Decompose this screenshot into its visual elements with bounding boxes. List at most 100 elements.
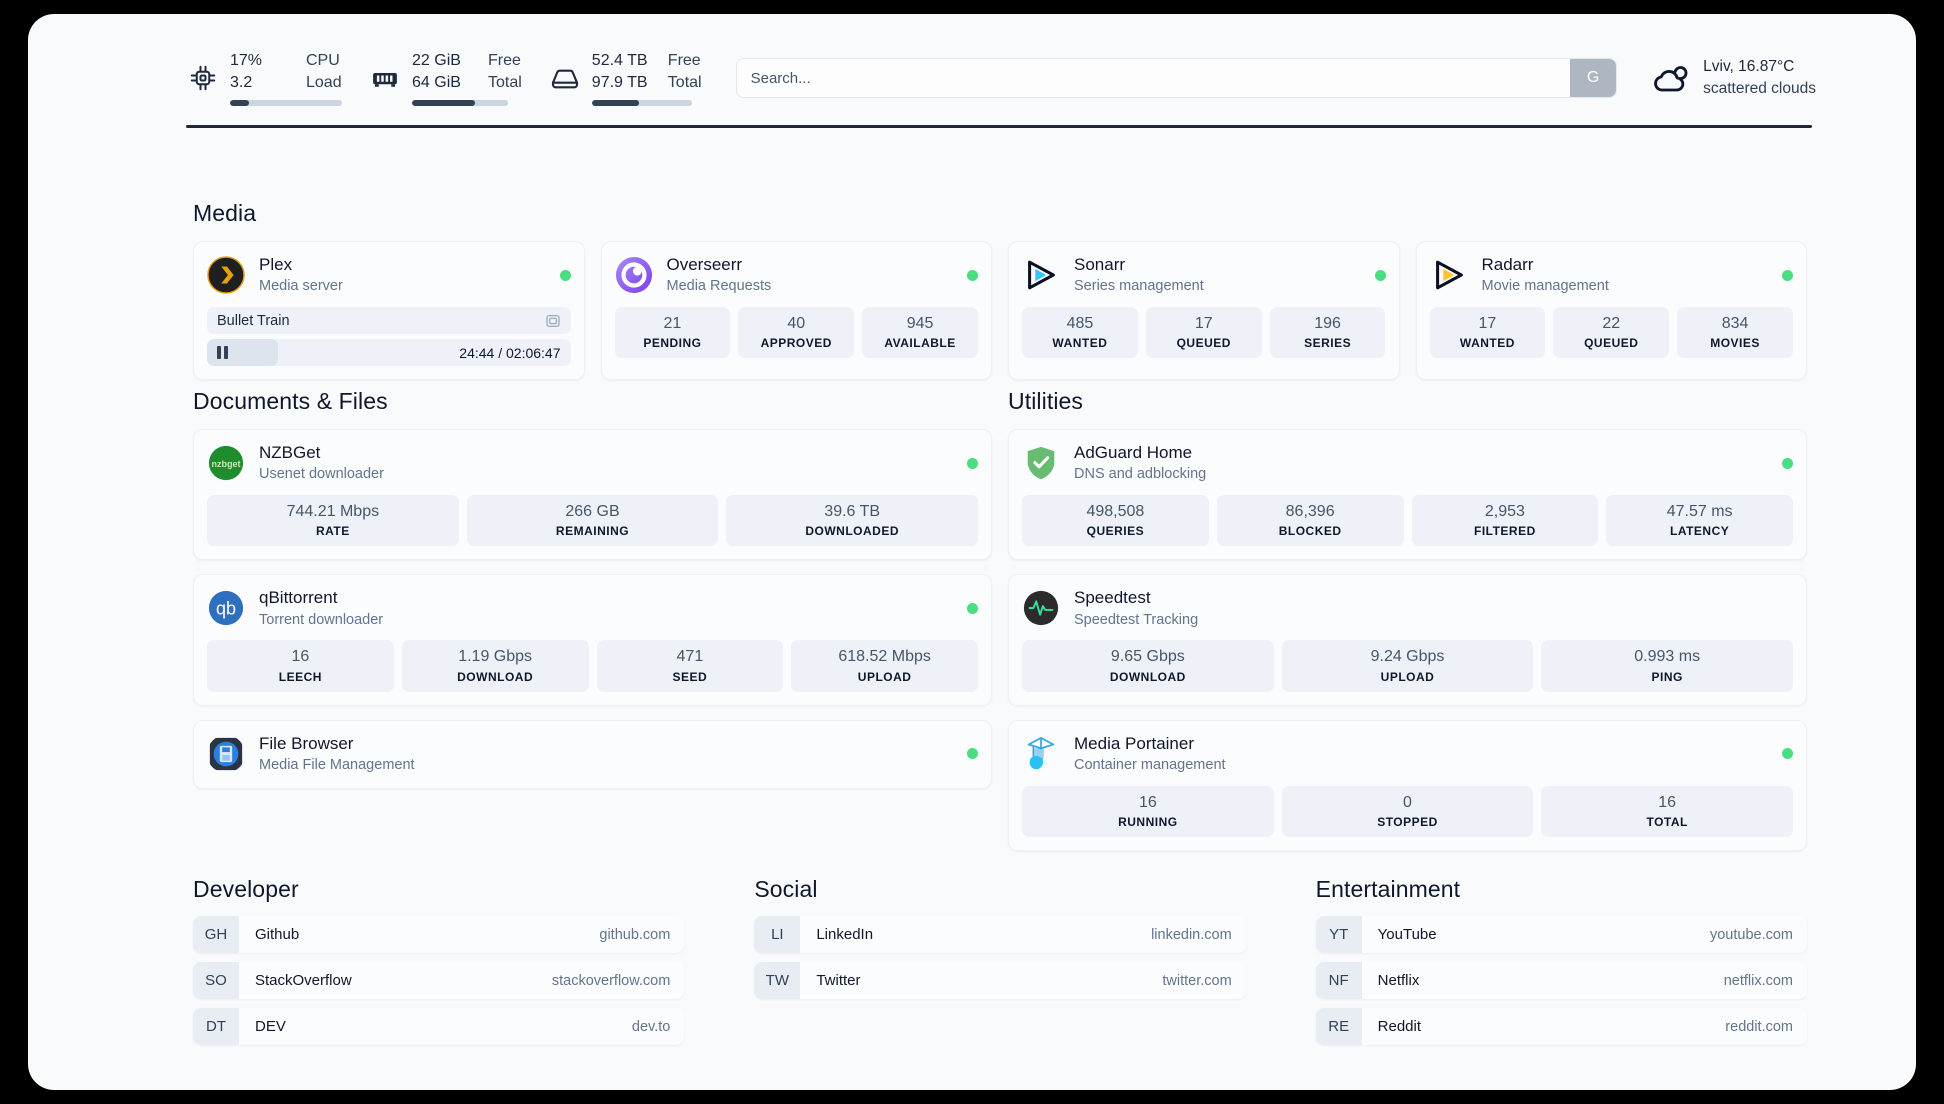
resource-label-bottom: Total bbox=[667, 73, 702, 91]
bookmark-item-twitter[interactable]: TW Twitter twitter.com bbox=[754, 962, 1246, 999]
stat-block[interactable]: 618.52 Mbps UPLOAD bbox=[791, 640, 978, 692]
resource-body: 17% 3.2 CPU Load bbox=[230, 50, 342, 107]
stat-value: 17 bbox=[1194, 315, 1213, 333]
resource-value-top: 17% bbox=[230, 51, 263, 69]
stat-block[interactable]: 40 APPROVED bbox=[738, 307, 855, 359]
search-input[interactable] bbox=[736, 59, 1571, 97]
stat-block[interactable]: 471 SEED bbox=[596, 640, 784, 692]
stat-block[interactable]: 86,396 BLOCKED bbox=[1216, 495, 1404, 547]
stat-block[interactable]: 945 AVAILABLE bbox=[862, 307, 978, 359]
now-playing-title: Bullet Train bbox=[217, 312, 290, 329]
stat-value: 0.993 ms bbox=[1634, 648, 1701, 666]
radarr-icon bbox=[1430, 256, 1468, 294]
service-subtitle: Speedtest Tracking bbox=[1074, 611, 1199, 628]
stat-label: REMAINING bbox=[555, 524, 630, 539]
stat-block[interactable]: 266 GB REMAINING bbox=[466, 495, 719, 547]
bookmarks-section: Developer GH Github github.com SO StackOverfl… bbox=[193, 876, 1807, 1045]
nzbget-icon: nzbget bbox=[207, 444, 245, 482]
bookmark-url: twitter.com bbox=[1162, 972, 1232, 989]
bookmark-group-title: Entertainment bbox=[1315, 876, 1461, 902]
stat-block[interactable]: 834 MOVIES bbox=[1677, 307, 1793, 359]
service-card-text: NZBGet Usenet downloader bbox=[259, 442, 959, 484]
stat-block[interactable]: 1.19 Gbps DOWNLOAD bbox=[401, 640, 589, 692]
portainer-icon bbox=[1022, 735, 1060, 773]
stat-block[interactable]: 9.24 Gbps UPLOAD bbox=[1281, 640, 1534, 692]
stat-block[interactable]: 498,508 QUERIES bbox=[1022, 495, 1209, 547]
now-playing-title-row: Bullet Train bbox=[207, 307, 571, 335]
stat-value: 618.52 Mbps bbox=[838, 648, 931, 666]
service-stats: 16 RUNNING 0 STOPPED 16 TOTAL bbox=[1022, 785, 1794, 837]
stat-block[interactable]: 47.57 ms LATENCY bbox=[1606, 495, 1793, 547]
service-card-media-portainer[interactable]: Media Portainer Container management 16 RUN… bbox=[1008, 719, 1807, 851]
stat-label: DOWNLOADED bbox=[805, 524, 900, 539]
service-card-file-browser[interactable]: File Browser Media File Management bbox=[193, 719, 992, 789]
service-card-header: Sonarr Series management bbox=[1022, 254, 1386, 296]
service-subtitle: Movie management bbox=[1481, 278, 1609, 295]
stat-block[interactable]: 16 LEECH bbox=[207, 640, 394, 692]
now-playing-progress[interactable]: 24:44 / 02:06:47 bbox=[207, 339, 571, 367]
stat-block[interactable]: 17 QUEUED bbox=[1145, 307, 1262, 359]
media-section: Media Plex Media server Bullet Train 24:44 … bbox=[193, 200, 1807, 381]
service-card-header: File Browser Media File Management bbox=[207, 733, 978, 775]
resource-progress-bar bbox=[412, 100, 508, 107]
stat-label: WANTED bbox=[1052, 336, 1108, 351]
stat-value: 2,953 bbox=[1484, 503, 1525, 521]
service-card-adguard-home[interactable]: AdGuard Home DNS and adblocking 498,508 QUE… bbox=[1008, 429, 1807, 561]
stat-block[interactable]: 0 STOPPED bbox=[1281, 785, 1534, 837]
service-card-speedtest[interactable]: Speedtest Speedtest Tracking 9.65 Gbps DOWN… bbox=[1008, 574, 1807, 706]
cast-icon[interactable] bbox=[545, 313, 561, 329]
stat-block[interactable]: 0.993 ms PING bbox=[1541, 640, 1794, 692]
adguard-icon bbox=[1022, 444, 1060, 482]
utilities-section-title: Utilities bbox=[1008, 388, 1084, 414]
stat-value: 17 bbox=[1478, 315, 1497, 333]
bookmark-item-stackoverflow[interactable]: SO StackOverflow stackoverflow.com bbox=[193, 962, 685, 999]
bookmark-name: YouTube bbox=[1377, 926, 1437, 943]
service-card-sonarr[interactable]: Sonarr Series management 485 WANTED 17 QUEUED… bbox=[1008, 241, 1400, 381]
bookmark-item-github[interactable]: GH Github github.com bbox=[193, 916, 685, 953]
stat-value: 0 bbox=[1403, 793, 1412, 811]
stat-block[interactable]: 17 WANTED bbox=[1429, 307, 1546, 359]
service-card-qbittorrent[interactable]: qb qBittorrent Torrent downloader 16 LEECH 1.… bbox=[193, 574, 992, 706]
stat-block[interactable]: 744.21 Mbps RATE bbox=[207, 495, 459, 547]
stat-block[interactable]: 21 PENDING bbox=[614, 307, 731, 359]
service-stats: 9.65 Gbps DOWNLOAD 9.24 Gbps UPLOAD 0.993 ms… bbox=[1022, 640, 1794, 692]
resource-progress-fill bbox=[591, 100, 639, 107]
stat-block[interactable]: 196 SERIES bbox=[1269, 307, 1386, 359]
bookmark-item-youtube[interactable]: YT YouTube youtube.com bbox=[1315, 916, 1807, 953]
stat-block[interactable]: 22 QUEUED bbox=[1553, 307, 1670, 359]
service-subtitle: Series management bbox=[1074, 278, 1204, 295]
search-bar[interactable]: G bbox=[735, 58, 1618, 98]
stat-block[interactable]: 39.6 TB DOWNLOADED bbox=[726, 495, 979, 547]
pause-icon[interactable] bbox=[217, 346, 228, 360]
bookmark-abbr: SO bbox=[193, 962, 239, 999]
service-card-header: Radarr Movie management bbox=[1430, 254, 1793, 296]
stat-block[interactable]: 485 WANTED bbox=[1022, 307, 1138, 359]
service-card-nzbget[interactable]: nzbget NZBGet Usenet downloader 744.21 Mbps… bbox=[193, 429, 992, 561]
service-card-radarr[interactable]: Radarr Movie management 17 WANTED 22 QUEUED 83… bbox=[1415, 241, 1807, 381]
stat-label: DOWNLOAD bbox=[457, 669, 534, 684]
status-badge bbox=[559, 269, 571, 281]
bookmark-list: LI LinkedIn linkedin.com TW Twitter twitter.c… bbox=[754, 916, 1246, 999]
stat-label: LATENCY bbox=[1669, 524, 1730, 539]
stat-block[interactable]: 9.65 Gbps DOWNLOAD bbox=[1022, 640, 1274, 692]
documents-section: Documents & Files nzbget NZBGet Usenet dow… bbox=[193, 388, 992, 851]
service-card-text: Speedtest Speedtest Tracking bbox=[1074, 587, 1793, 629]
stat-label: SERIES bbox=[1304, 336, 1352, 351]
search-provider-button[interactable]: G bbox=[1570, 59, 1617, 97]
service-card-plex[interactable]: Plex Media server Bullet Train 24:44 / 02:0… bbox=[193, 241, 585, 381]
service-card-overseerr[interactable]: Overseerr Media Requests 21 PENDING 40 APPROV… bbox=[600, 241, 992, 381]
speedtest-icon bbox=[1022, 589, 1060, 627]
stat-label: DOWNLOAD bbox=[1109, 669, 1186, 684]
stat-label: MOVIES bbox=[1710, 336, 1760, 351]
bookmark-item-linkedin[interactable]: LI LinkedIn linkedin.com bbox=[754, 916, 1246, 953]
stat-block[interactable]: 16 TOTAL bbox=[1541, 785, 1794, 837]
media-section-title: Media bbox=[193, 200, 257, 226]
bookmark-item-netflix[interactable]: NF Netflix netflix.com bbox=[1315, 962, 1807, 999]
bookmark-item-reddit[interactable]: RE Reddit reddit.com bbox=[1315, 1008, 1807, 1045]
stat-block[interactable]: 2,953 FILTERED bbox=[1411, 495, 1599, 547]
stat-block[interactable]: 16 RUNNING bbox=[1022, 785, 1274, 837]
bookmark-item-dev[interactable]: DT DEV dev.to bbox=[193, 1008, 685, 1045]
service-name: Speedtest bbox=[1074, 588, 1151, 608]
service-card-text: Media Portainer Container management bbox=[1074, 733, 1774, 775]
